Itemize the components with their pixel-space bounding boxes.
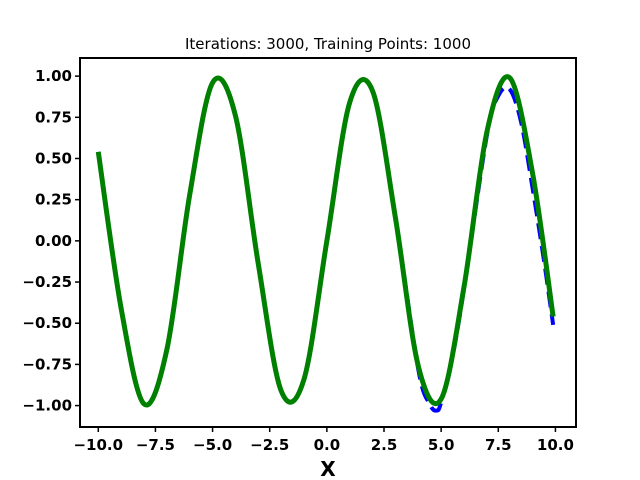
- x-tick-label: −10.0: [73, 436, 123, 454]
- y-tick-label: −0.75: [22, 355, 72, 373]
- x-tick-label: 7.5: [485, 436, 512, 454]
- x-tick-label: 10.0: [537, 436, 574, 454]
- x-tick-label: −5.0: [193, 436, 232, 454]
- x-tick-label: −2.5: [250, 436, 289, 454]
- y-tick-label: 1.00: [35, 67, 72, 85]
- axes-frame: [79, 57, 577, 428]
- y-tick-label: 0.25: [35, 191, 72, 209]
- x-tick-label: 0.0: [314, 436, 341, 454]
- y-tick-label: 0.00: [35, 232, 72, 250]
- x-axis-label: X: [320, 457, 336, 480]
- y-tick-label: −0.50: [22, 314, 72, 332]
- series-line-2: [95, 74, 556, 408]
- x-tick-label: −7.5: [136, 436, 175, 454]
- x-tick-label: 5.0: [428, 436, 455, 454]
- y-tick-label: 0.50: [35, 149, 72, 167]
- axis-ticks: −10.0 −7.5 −5.0 −2.5 0.0 2.5 5.0 7.5 10.0 −1.00 −0…: [22, 67, 574, 454]
- y-tick-label: −0.25: [22, 273, 72, 291]
- y-tick-label: 0.75: [35, 108, 72, 126]
- plot-area: [95, 74, 556, 413]
- x-tick-label: 2.5: [371, 436, 398, 454]
- y-tick-label: −1.00: [22, 397, 72, 415]
- chart-title: Iterations: 3000, Training Points: 1000: [185, 35, 471, 53]
